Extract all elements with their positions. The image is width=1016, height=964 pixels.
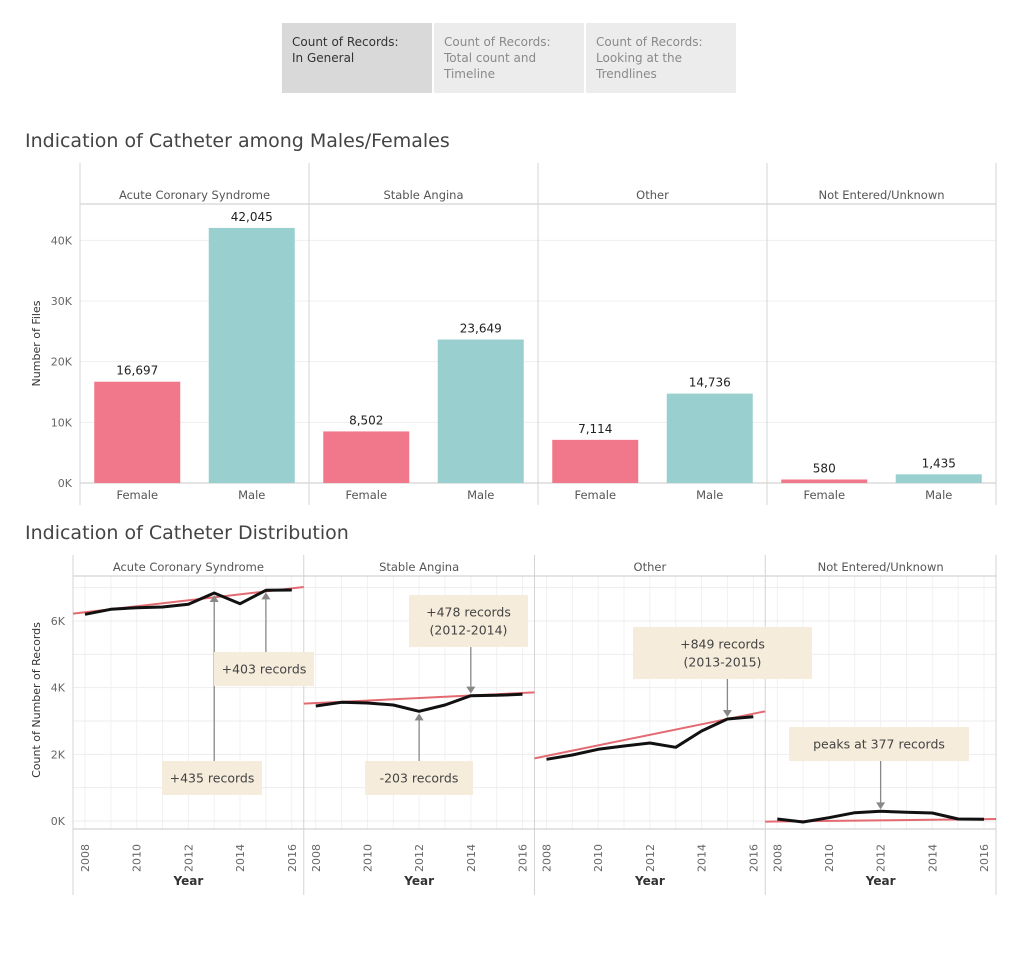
bar xyxy=(323,431,410,483)
x-category-label: Male xyxy=(238,488,265,502)
x-tick-label: 2014 xyxy=(234,844,247,872)
series-line xyxy=(84,588,292,616)
annotation-box xyxy=(214,652,314,686)
tab-total-count-timeline[interactable]: Count of Records: Total count and Timeli… xyxy=(434,23,584,93)
x-category-label: Male xyxy=(925,488,952,502)
x-tick-label: 2010 xyxy=(823,844,836,872)
bar-value-label: 8,502 xyxy=(349,413,383,427)
x-tick-label: 2008 xyxy=(771,844,784,872)
annotation-box xyxy=(162,761,262,795)
annotation-text: (2012-2014) xyxy=(430,623,508,638)
annotation-text: +478 records xyxy=(426,605,511,620)
x-category-label: Male xyxy=(467,488,494,502)
x-tick-label: 2008 xyxy=(79,844,92,872)
annotation-text: +849 records xyxy=(680,637,765,652)
panel-header-label: Other xyxy=(634,560,667,574)
x-tick-label: 2016 xyxy=(747,844,760,872)
annotation-box xyxy=(789,727,969,761)
x-tick-label: 2014 xyxy=(465,844,478,872)
x-tick-label: 2012 xyxy=(644,844,657,872)
bar xyxy=(94,381,181,483)
x-tick-label: 2014 xyxy=(696,844,709,872)
annotation-arrowhead xyxy=(876,802,886,810)
bar-value-label: 23,649 xyxy=(460,322,502,336)
annotation-arrowhead xyxy=(209,595,219,602)
bar xyxy=(895,474,982,483)
x-category-label: Female xyxy=(574,488,616,502)
y-tick-label: 4K xyxy=(51,682,66,695)
y-tick-label: 2K xyxy=(51,748,66,761)
bar xyxy=(437,339,524,483)
y-tick-label: 30K xyxy=(51,295,73,308)
x-tick-label: 2010 xyxy=(361,844,374,872)
bar-value-label: 42,045 xyxy=(231,210,273,224)
panel-header-label: Not Entered/Unknown xyxy=(818,560,944,574)
y-tick-label: 10K xyxy=(51,416,73,429)
x-tick-label: 2016 xyxy=(978,844,991,872)
bar-value-label: 16,697 xyxy=(116,364,158,378)
x-category-label: Female xyxy=(803,488,845,502)
bar xyxy=(666,393,753,483)
y-axis-label: Number of Files xyxy=(30,300,43,386)
bar-value-label: 1,435 xyxy=(922,456,956,470)
tab-trendlines[interactable]: Count of Records: Looking at the Trendli… xyxy=(586,23,736,93)
y-tick-label: 0K xyxy=(58,477,73,490)
y-tick-label: 0K xyxy=(51,815,66,828)
bar-value-label: 14,736 xyxy=(689,376,731,390)
x-tick-label: 2012 xyxy=(875,844,888,872)
panel-header-label: Not Entered/Unknown xyxy=(818,188,944,202)
bar xyxy=(781,479,868,483)
y-tick-label: 40K xyxy=(51,234,73,247)
panel-header-label: Other xyxy=(636,188,669,202)
x-tick-label: 2016 xyxy=(517,844,530,872)
tab-in-general[interactable]: Count of Records: In General xyxy=(282,23,432,93)
x-axis-label: Year xyxy=(634,874,665,888)
x-tick-label: 2010 xyxy=(592,844,605,872)
bar-value-label: 7,114 xyxy=(578,422,612,436)
x-axis-label: Year xyxy=(403,874,434,888)
y-axis-label: Count of Number of Records xyxy=(30,622,43,778)
x-axis-label: Year xyxy=(173,874,204,888)
x-tick-label: 2016 xyxy=(286,844,299,872)
annotation-box xyxy=(409,595,528,647)
panel-header-label: Acute Coronary Syndrome xyxy=(113,560,264,574)
x-tick-label: 2008 xyxy=(541,844,554,872)
bar-value-label: 580 xyxy=(813,461,836,475)
x-tick-label: 2008 xyxy=(310,844,323,872)
annotation-text: +403 records xyxy=(222,662,307,677)
annotation-text: -203 records xyxy=(380,771,459,786)
x-tick-label: 2012 xyxy=(413,844,426,872)
bar xyxy=(208,227,295,483)
series-line xyxy=(315,692,523,713)
annotation-box xyxy=(633,627,812,679)
x-category-label: Female xyxy=(116,488,158,502)
x-category-label: Male xyxy=(696,488,723,502)
annotation-arrowhead xyxy=(261,592,271,600)
panel-header-label: Acute Coronary Syndrome xyxy=(119,188,270,202)
panel-header-label: Stable Angina xyxy=(383,188,463,202)
annotation-arrowhead xyxy=(722,710,732,717)
x-tick-label: 2010 xyxy=(131,844,144,872)
x-category-label: Female xyxy=(345,488,387,502)
annotation-arrowhead xyxy=(466,686,476,694)
x-axis-label: Year xyxy=(865,874,896,888)
annotation-arrowhead xyxy=(414,713,424,721)
annotation-text: (2013-2015) xyxy=(684,655,762,670)
y-tick-label: 6K xyxy=(51,615,66,628)
y-tick-label: 20K xyxy=(51,356,73,369)
x-tick-label: 2012 xyxy=(182,844,195,872)
annotation-text: peaks at 377 records xyxy=(813,737,945,752)
annotation-box xyxy=(365,761,473,795)
annotation-text: +435 records xyxy=(170,771,255,786)
series-line xyxy=(546,715,754,761)
panel-header-label: Stable Angina xyxy=(379,560,459,574)
x-tick-label: 2014 xyxy=(926,844,939,872)
bar-chart-title: Indication of Catheter among Males/Femal… xyxy=(25,130,450,152)
series-line xyxy=(777,809,985,824)
bar xyxy=(552,439,639,483)
line-chart-title: Indication of Catheter Distribution xyxy=(25,522,349,544)
